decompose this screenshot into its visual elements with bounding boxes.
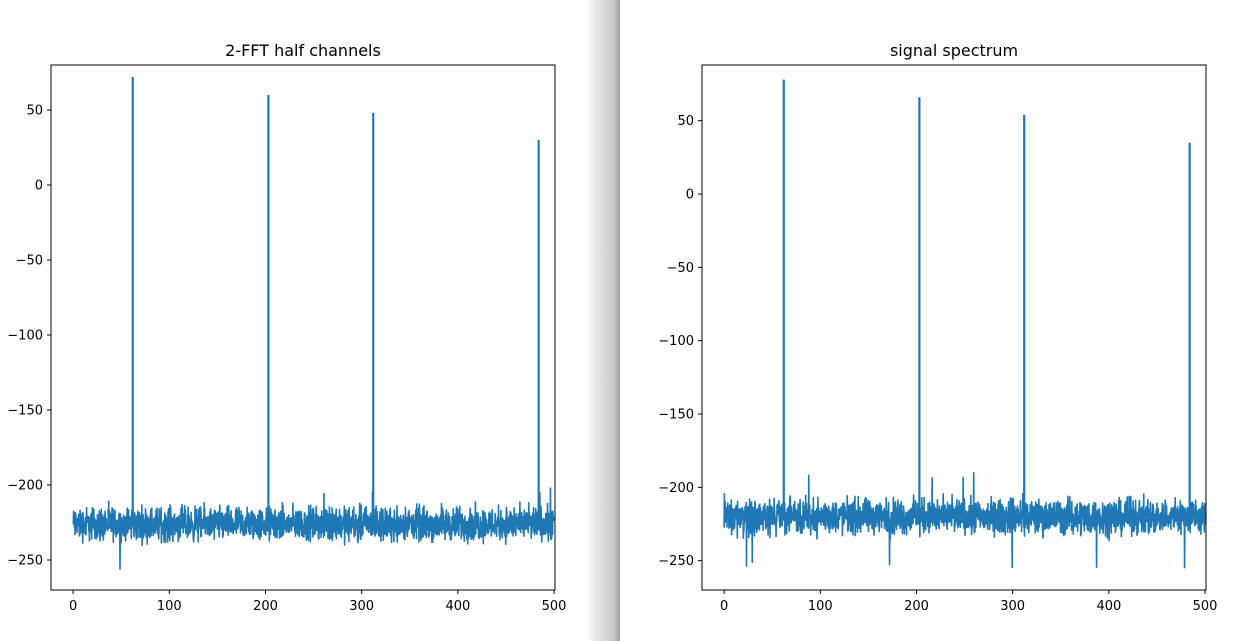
y-tick-label: 50 <box>26 104 43 119</box>
chart-title: 2-FFT half channels <box>225 41 381 60</box>
y-tick-label: −250 <box>7 554 43 569</box>
y-tick-label: −200 <box>7 479 43 494</box>
right-figure: signal spectrum 0 100 200 300 400 500 50 0 −50 −10… <box>620 0 1242 641</box>
plot-frame <box>701 64 1207 591</box>
y-tick-label: −100 <box>7 329 43 344</box>
x-tick-label: 200 <box>904 599 929 614</box>
y-tick-label: 0 <box>35 179 43 194</box>
x-tick-label: 500 <box>542 599 567 614</box>
figure-divider <box>586 0 620 641</box>
x-tick-label: 300 <box>1000 599 1025 614</box>
x-tick-label: 0 <box>720 599 728 614</box>
y-tick-label: −50 <box>16 254 43 269</box>
y-tick-label: −100 <box>658 334 694 349</box>
x-tick-label: 0 <box>69 599 77 614</box>
x-tick-label: 300 <box>349 599 374 614</box>
x-tick-label: 100 <box>157 599 182 614</box>
x-tick-label: 400 <box>445 599 470 614</box>
y-tick-label: 50 <box>677 114 694 129</box>
left-figure: 2-FFT half channels 0 100 200 300 400 500 50 0 −5… <box>0 0 586 641</box>
chart-title: signal spectrum <box>890 41 1018 60</box>
y-tick-label: −50 <box>667 261 694 276</box>
y-tick-label: −200 <box>658 481 694 496</box>
x-tick-label: 400 <box>1096 599 1121 614</box>
y-tick-label: 0 <box>686 188 694 203</box>
x-tick-label: 200 <box>253 599 278 614</box>
noise-floor-line <box>72 487 555 570</box>
plot-frame <box>50 64 556 591</box>
y-tick-label: −250 <box>658 554 694 569</box>
noise-floor-line <box>723 472 1206 569</box>
y-tick-label: −150 <box>7 404 43 419</box>
y-tick-label: −150 <box>658 408 694 423</box>
x-tick-label: 100 <box>808 599 833 614</box>
x-tick-label: 500 <box>1193 599 1218 614</box>
